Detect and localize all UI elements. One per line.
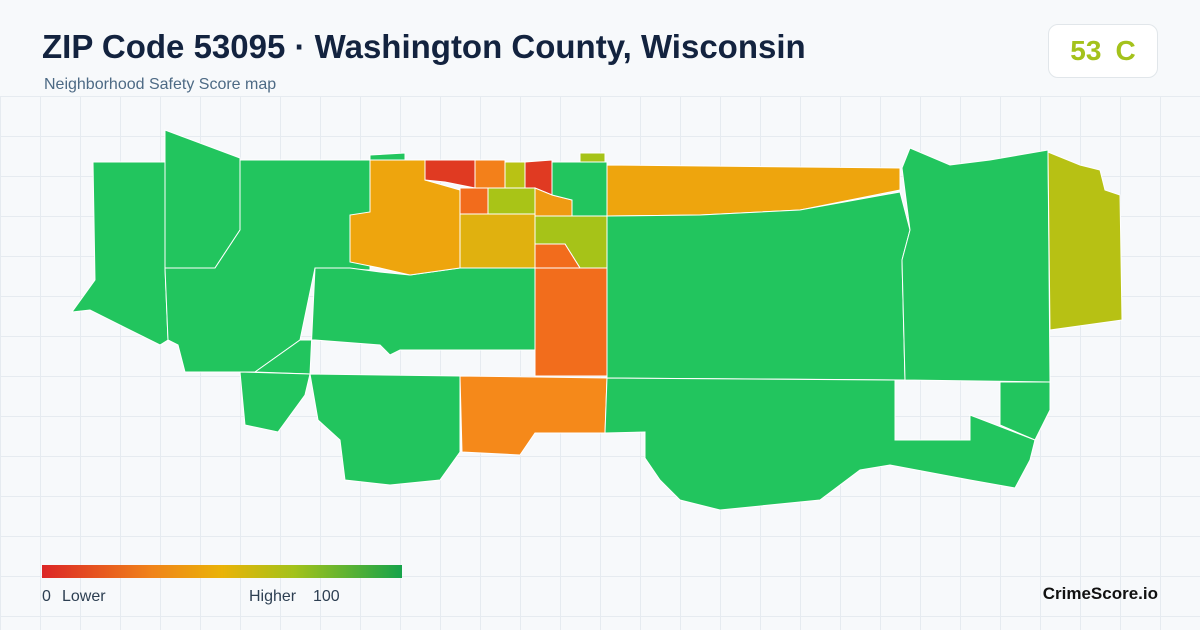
area — [487, 187, 536, 215]
legend-max: 100 — [313, 588, 340, 605]
score-badge: 53 C — [1048, 24, 1158, 78]
score-value: 53 — [1070, 35, 1102, 66]
area — [459, 213, 536, 269]
area — [901, 147, 1051, 383]
area — [1047, 151, 1123, 331]
area — [606, 191, 911, 381]
title: ZIP Code 53095 · Washington County, Wisc… — [42, 28, 806, 65]
area — [424, 159, 476, 189]
area — [309, 373, 461, 486]
area — [253, 267, 536, 375]
area — [551, 161, 608, 217]
area — [239, 371, 311, 433]
legend-min-label: Lower — [62, 588, 106, 605]
area — [459, 187, 489, 215]
legend-gradient — [42, 565, 402, 578]
area — [474, 159, 506, 189]
legend-min: 0 — [42, 588, 51, 605]
area — [70, 161, 169, 346]
area — [579, 152, 606, 163]
area — [504, 161, 526, 189]
area — [459, 375, 608, 456]
legend-max-label: Higher — [249, 588, 297, 605]
area — [369, 152, 406, 161]
brand: CrimeScore.io — [1042, 584, 1158, 603]
score-grade: C — [1115, 35, 1136, 66]
area — [999, 381, 1051, 441]
subtitle: Neighborhood Safety Score map — [44, 76, 277, 93]
area — [604, 377, 1036, 511]
area — [534, 267, 608, 377]
